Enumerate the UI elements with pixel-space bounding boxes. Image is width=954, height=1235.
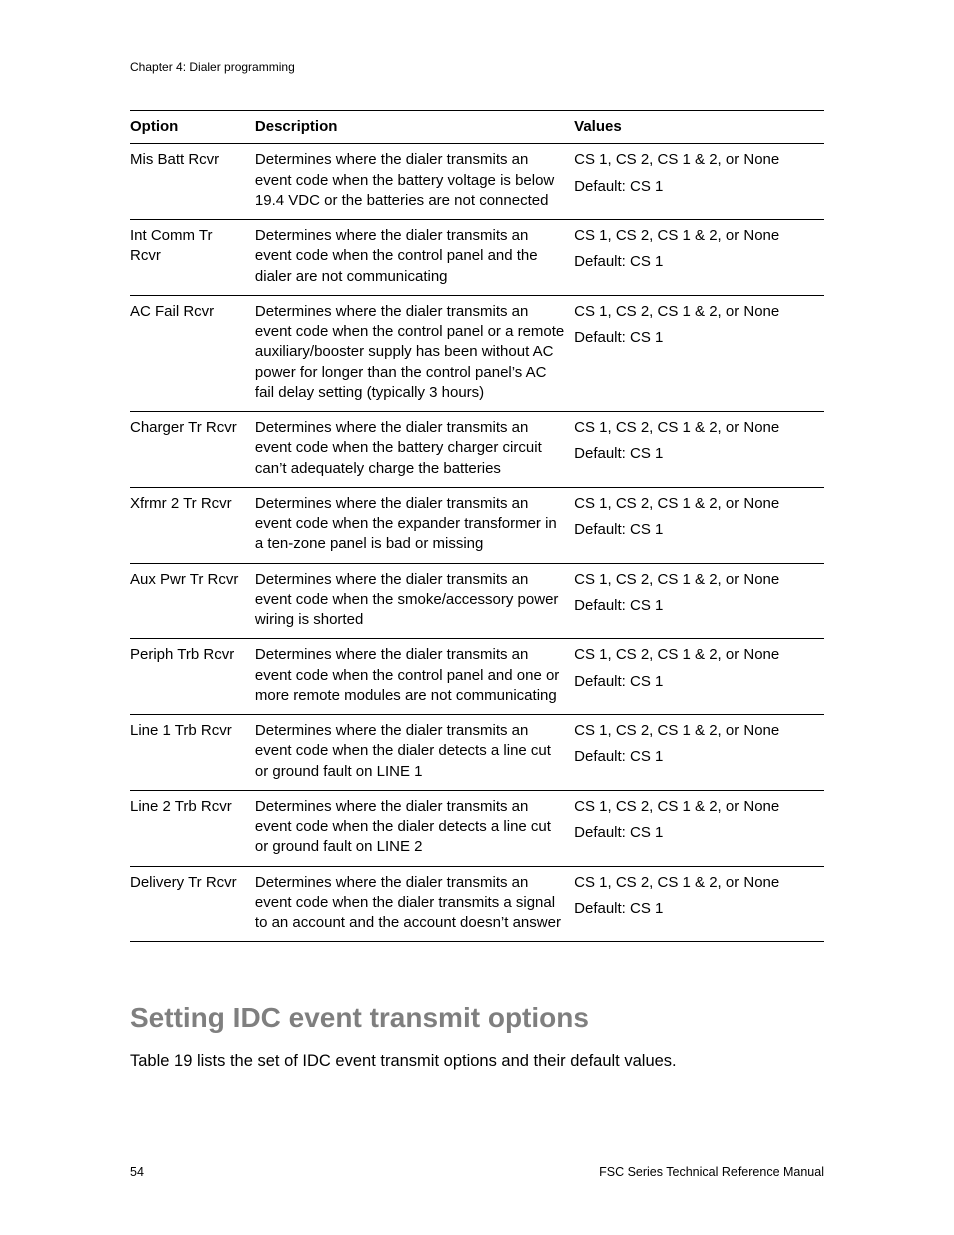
cell-description: Determines where the dialer transmits an… [255, 295, 574, 411]
cell-values-options: CS 1, CS 2, CS 1 & 2, or None [574, 226, 816, 246]
cell-option: Mis Batt Rcvr [130, 144, 255, 220]
cell-values-options: CS 1, CS 2, CS 1 & 2, or None [574, 302, 816, 322]
cell-values-options: CS 1, CS 2, CS 1 & 2, or None [574, 873, 816, 893]
cell-values-default: Default: CS 1 [574, 328, 816, 348]
footer-manual-title: FSC Series Technical Reference Manual [599, 1165, 824, 1179]
cell-values-default: Default: CS 1 [574, 672, 816, 692]
cell-option: Line 1 Trb Rcvr [130, 715, 255, 791]
cell-values: CS 1, CS 2, CS 1 & 2, or None Default: CS… [574, 487, 824, 563]
cell-values: CS 1, CS 2, CS 1 & 2, or None Default: CS… [574, 412, 824, 488]
cell-values-default: Default: CS 1 [574, 177, 816, 197]
cell-option: Delivery Tr Rcvr [130, 866, 255, 942]
cell-values-options: CS 1, CS 2, CS 1 & 2, or None [574, 494, 816, 514]
cell-values-default: Default: CS 1 [574, 823, 816, 843]
header-option: Option [130, 111, 255, 144]
section-heading: Setting IDC event transmit options [130, 1002, 824, 1034]
cell-option: Periph Trb Rcvr [130, 639, 255, 715]
header-values: Values [574, 111, 824, 144]
cell-values-default: Default: CS 1 [574, 747, 816, 767]
cell-values-options: CS 1, CS 2, CS 1 & 2, or None [574, 150, 816, 170]
table-row: AC Fail RcvrDetermines where the dialer … [130, 295, 824, 411]
header-description: Description [255, 111, 574, 144]
table-row: Line 2 Trb RcvrDetermines where the dial… [130, 790, 824, 866]
cell-description: Determines where the dialer transmits an… [255, 144, 574, 220]
cell-description: Determines where the dialer transmits an… [255, 866, 574, 942]
cell-values: CS 1, CS 2, CS 1 & 2, or None Default: CS… [574, 563, 824, 639]
footer-page-number: 54 [130, 1165, 144, 1179]
cell-option: Aux Pwr Tr Rcvr [130, 563, 255, 639]
cell-values: CS 1, CS 2, CS 1 & 2, or None Default: CS… [574, 790, 824, 866]
cell-values: CS 1, CS 2, CS 1 & 2, or None Default: CS… [574, 144, 824, 220]
cell-option: Xfrmr 2 Tr Rcvr [130, 487, 255, 563]
cell-values: CS 1, CS 2, CS 1 & 2, or None Default: CS… [574, 220, 824, 296]
cell-description: Determines where the dialer transmits an… [255, 563, 574, 639]
table-row: Periph Trb RcvrDetermines where the dial… [130, 639, 824, 715]
cell-values: CS 1, CS 2, CS 1 & 2, or None Default: CS… [574, 295, 824, 411]
body-paragraph: Table 19 lists the set of IDC event tran… [130, 1052, 824, 1071]
cell-values: CS 1, CS 2, CS 1 & 2, or None Default: CS… [574, 866, 824, 942]
chapter-label: Chapter 4: Dialer programming [130, 60, 824, 74]
options-table: Option Description Values Mis Batt RcvrD… [130, 110, 824, 942]
cell-description: Determines where the dialer transmits an… [255, 790, 574, 866]
page-footer: 54 FSC Series Technical Reference Manual [130, 1165, 824, 1179]
cell-values-default: Default: CS 1 [574, 520, 816, 540]
cell-values-default: Default: CS 1 [574, 899, 816, 919]
table-header-row: Option Description Values [130, 111, 824, 144]
table-row: Aux Pwr Tr RcvrDetermines where the dial… [130, 563, 824, 639]
cell-description: Determines where the dialer transmits an… [255, 715, 574, 791]
table-row: Int Comm Tr RcvrDetermines where the dia… [130, 220, 824, 296]
cell-values-options: CS 1, CS 2, CS 1 & 2, or None [574, 570, 816, 590]
cell-values-options: CS 1, CS 2, CS 1 & 2, or None [574, 418, 816, 438]
cell-description: Determines where the dialer transmits an… [255, 639, 574, 715]
cell-option: Charger Tr Rcvr [130, 412, 255, 488]
table-row: Charger Tr RcvrDetermines where the dial… [130, 412, 824, 488]
cell-values-default: Default: CS 1 [574, 252, 816, 272]
cell-option: AC Fail Rcvr [130, 295, 255, 411]
cell-values-default: Default: CS 1 [574, 444, 816, 464]
table-row: Line 1 Trb RcvrDetermines where the dial… [130, 715, 824, 791]
cell-description: Determines where the dialer transmits an… [255, 487, 574, 563]
cell-values-default: Default: CS 1 [574, 596, 816, 616]
cell-values-options: CS 1, CS 2, CS 1 & 2, or None [574, 645, 816, 665]
cell-values: CS 1, CS 2, CS 1 & 2, or None Default: CS… [574, 715, 824, 791]
cell-values: CS 1, CS 2, CS 1 & 2, or None Default: CS… [574, 639, 824, 715]
cell-values-options: CS 1, CS 2, CS 1 & 2, or None [574, 797, 816, 817]
table-row: Delivery Tr RcvrDetermines where the dia… [130, 866, 824, 942]
table-row: Mis Batt RcvrDetermines where the dialer… [130, 144, 824, 220]
table-row: Xfrmr 2 Tr RcvrDetermines where the dial… [130, 487, 824, 563]
cell-values-options: CS 1, CS 2, CS 1 & 2, or None [574, 721, 816, 741]
cell-option: Int Comm Tr Rcvr [130, 220, 255, 296]
cell-description: Determines where the dialer transmits an… [255, 220, 574, 296]
cell-description: Determines where the dialer transmits an… [255, 412, 574, 488]
cell-option: Line 2 Trb Rcvr [130, 790, 255, 866]
